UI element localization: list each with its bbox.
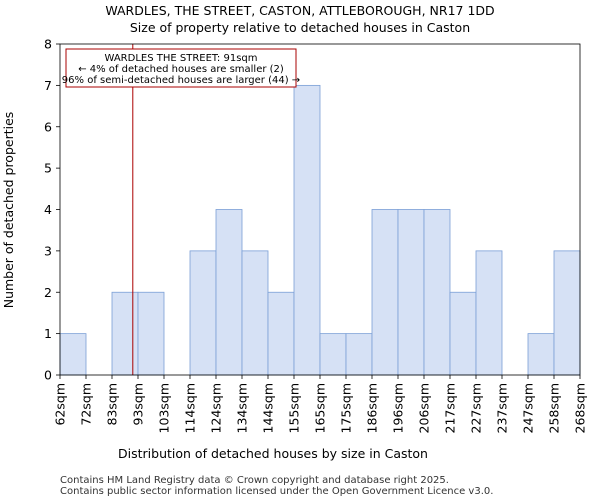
bar-196sqm <box>397 209 425 376</box>
annotation-line-3: 96% of semi-detached houses are larger (… <box>62 75 300 86</box>
bar-217sqm <box>449 291 477 376</box>
y-ticks-group: 0 1 2 3 4 5 6 7 8 <box>44 37 60 383</box>
x-tick-label: 247sqm <box>521 383 536 433</box>
footer-line-2: Contains public sector information licen… <box>60 486 493 497</box>
y-tick-label: 3 <box>44 243 52 258</box>
bar-206sqm <box>423 209 451 376</box>
x-tick-label: 103sqm <box>157 383 172 433</box>
y-tick-label: 7 <box>44 78 52 93</box>
bar-93sqm <box>137 291 165 376</box>
annotation-line-1: WARDLES THE STREET: 91sqm <box>105 53 258 64</box>
x-tick-label: 258sqm <box>547 383 562 433</box>
x-tick-label: 268sqm <box>573 383 588 433</box>
x-axis-label: Distribution of detached houses by size … <box>118 446 428 461</box>
x-tick-label: 155sqm <box>287 383 302 433</box>
bar-124sqm <box>215 209 243 376</box>
bar-83sqm <box>111 291 139 376</box>
x-tick-label: 124sqm <box>209 383 224 433</box>
bar-144sqm <box>267 291 295 376</box>
x-tick-label: 175sqm <box>339 383 354 433</box>
bar-247sqm <box>527 333 555 376</box>
bars-group <box>59 84 581 376</box>
y-axis-label: Number of detached properties <box>1 112 16 309</box>
x-tick-label: 196sqm <box>391 383 406 433</box>
bar-155sqm <box>293 84 321 376</box>
bar-114sqm <box>189 250 217 376</box>
x-tick-label: 237sqm <box>495 383 510 433</box>
y-tick-label: 1 <box>44 326 52 341</box>
bar-258sqm <box>553 250 581 376</box>
x-tick-label: 206sqm <box>417 383 432 433</box>
chart-title: WARDLES, THE STREET, CASTON, ATTLEBOROUG… <box>105 3 494 18</box>
x-tick-label: 227sqm <box>469 383 484 433</box>
bar-62sqm <box>59 333 87 376</box>
chart-subtitle: Size of property relative to detached ho… <box>130 20 470 35</box>
x-tick-label: 144sqm <box>261 383 276 433</box>
y-tick-label: 0 <box>44 368 52 383</box>
x-tick-label: 72sqm <box>79 383 94 426</box>
x-tick-label: 62sqm <box>53 383 68 426</box>
bar-134sqm <box>241 250 269 376</box>
x-tick-label: 83sqm <box>105 383 120 426</box>
bar-186sqm <box>371 209 399 376</box>
y-tick-label: 5 <box>44 161 52 176</box>
x-tick-label: 186sqm <box>365 383 380 433</box>
y-tick-label: 4 <box>44 202 52 217</box>
bar-227sqm <box>475 250 503 376</box>
footer-line-1: Contains HM Land Registry data © Crown c… <box>60 475 449 486</box>
bar-165sqm <box>319 333 347 376</box>
y-tick-label: 6 <box>44 119 52 134</box>
x-tick-label: 134sqm <box>235 383 250 433</box>
x-tick-label: 114sqm <box>183 383 198 433</box>
x-tick-label: 165sqm <box>313 383 328 433</box>
x-ticks-group: 62sqm 72sqm 83sqm 93sqm 103sqm 114sqm 124sqm 13… <box>53 375 588 433</box>
x-tick-label: 93sqm <box>131 383 146 426</box>
annotation-line-2: ← 4% of detached houses are smaller (2) <box>78 64 284 75</box>
x-tick-label: 217sqm <box>443 383 458 433</box>
bar-175sqm <box>345 333 373 376</box>
annotation-box: WARDLES THE STREET: 91sqm ← 4% of detach… <box>62 48 300 88</box>
y-tick-label: 2 <box>44 285 52 300</box>
annotation-frame <box>65 48 297 88</box>
y-tick-label: 8 <box>44 37 52 52</box>
